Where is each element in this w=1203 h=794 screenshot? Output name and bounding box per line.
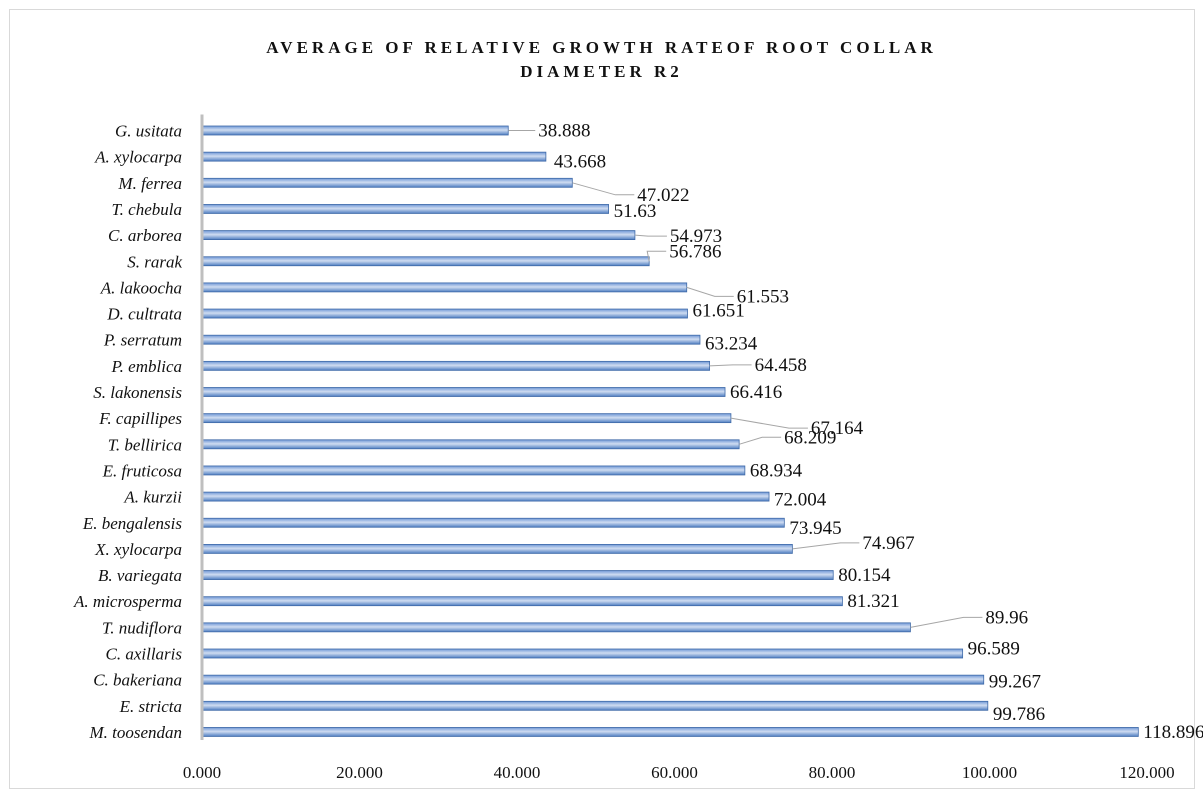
bar bbox=[203, 571, 833, 580]
value-label: 99.786 bbox=[993, 704, 1045, 725]
category-label: M. ferrea bbox=[117, 174, 182, 193]
value-label: 81.321 bbox=[847, 591, 899, 612]
bar bbox=[203, 544, 792, 553]
bar bbox=[203, 414, 731, 423]
value-label: 118.896 bbox=[1143, 722, 1203, 743]
bar bbox=[203, 204, 609, 213]
bar bbox=[203, 649, 963, 658]
bar bbox=[203, 623, 910, 632]
value-label: 43.668 bbox=[554, 152, 606, 173]
category-label: T. nudiflora bbox=[102, 618, 182, 637]
bar bbox=[203, 178, 572, 187]
value-label: 64.458 bbox=[755, 355, 807, 376]
x-tick-label: 20.000 bbox=[336, 763, 383, 782]
value-label: 51.63 bbox=[614, 201, 657, 222]
leader-line bbox=[739, 437, 781, 444]
category-label: T. bellirica bbox=[108, 435, 182, 454]
category-label: A. xylocarpa bbox=[94, 148, 182, 167]
value-label: 56.786 bbox=[669, 241, 721, 262]
category-labels-layer: G. usitata A. xylocarpa M. ferrea T. chebul… bbox=[73, 122, 182, 742]
bar bbox=[203, 283, 687, 292]
x-tick-label: 120.000 bbox=[1119, 763, 1174, 782]
category-label: C. bakeriana bbox=[93, 671, 182, 690]
bar bbox=[203, 361, 710, 370]
x-tick-label: 80.000 bbox=[809, 763, 856, 782]
value-label: 80.154 bbox=[838, 565, 891, 586]
value-label: 89.96 bbox=[985, 607, 1028, 628]
category-label: S. rarak bbox=[127, 252, 182, 271]
category-label: C. arborea bbox=[108, 226, 182, 245]
category-label: G. usitata bbox=[115, 122, 182, 141]
bar bbox=[203, 597, 842, 606]
value-label: 68.934 bbox=[750, 460, 803, 481]
category-label: A. lakoocha bbox=[100, 278, 182, 297]
value-label: 96.589 bbox=[968, 639, 1020, 660]
value-label: 73.945 bbox=[789, 518, 841, 539]
leader-line bbox=[710, 365, 752, 366]
value-label: 61.651 bbox=[693, 301, 745, 322]
category-label: E. fruticosa bbox=[102, 461, 182, 480]
value-label: 74.967 bbox=[862, 533, 914, 554]
bar bbox=[203, 440, 739, 449]
leader-line bbox=[635, 235, 667, 236]
category-label: A. microsperma bbox=[73, 592, 182, 611]
x-tick-label: 100.000 bbox=[962, 763, 1017, 782]
tick-labels-layer: 0.000 20.000 40.000 60.000 80.000 100.000 120.… bbox=[183, 763, 1175, 782]
category-label: A. kurzii bbox=[123, 488, 182, 507]
category-label: X. xylocarpa bbox=[94, 540, 182, 559]
bar bbox=[203, 152, 546, 161]
category-label: E. bengalensis bbox=[82, 514, 183, 533]
bar bbox=[203, 231, 635, 240]
category-label: C. axillaris bbox=[105, 645, 182, 664]
category-label: D. cultrata bbox=[106, 305, 182, 324]
value-label: 66.416 bbox=[730, 382, 782, 403]
bar bbox=[203, 701, 988, 710]
leader-line bbox=[572, 183, 634, 195]
bar bbox=[203, 388, 725, 397]
bar bbox=[203, 309, 688, 318]
category-label: F. capillipes bbox=[98, 409, 182, 428]
x-tick-label: 60.000 bbox=[651, 763, 698, 782]
leader-line bbox=[647, 251, 666, 261]
category-label: B. variegata bbox=[98, 566, 182, 585]
category-label: P. serratum bbox=[103, 331, 182, 350]
category-label: S. lakonensis bbox=[93, 383, 182, 402]
category-label: E. stricta bbox=[119, 697, 182, 716]
value-label: 99.267 bbox=[989, 672, 1041, 693]
x-tick-label: 40.000 bbox=[494, 763, 541, 782]
leader-line bbox=[792, 543, 859, 549]
value-label: 63.234 bbox=[705, 334, 758, 355]
category-label: M. toosendan bbox=[88, 723, 182, 742]
bar bbox=[203, 466, 745, 475]
value-label: 38.888 bbox=[538, 121, 590, 142]
bar bbox=[203, 126, 508, 135]
value-label: 72.004 bbox=[774, 490, 827, 511]
bar bbox=[203, 727, 1138, 736]
leader-line bbox=[910, 617, 982, 627]
x-tick-label: 0.000 bbox=[183, 763, 221, 782]
bar bbox=[203, 675, 984, 684]
category-label: T. chebula bbox=[111, 200, 182, 219]
leader-line bbox=[687, 287, 734, 296]
bar bbox=[203, 518, 784, 527]
bar bbox=[203, 257, 649, 266]
category-label: P. emblica bbox=[110, 357, 182, 376]
bar bbox=[203, 335, 700, 344]
value-label: 68.209 bbox=[784, 427, 836, 448]
bar bbox=[203, 492, 769, 501]
